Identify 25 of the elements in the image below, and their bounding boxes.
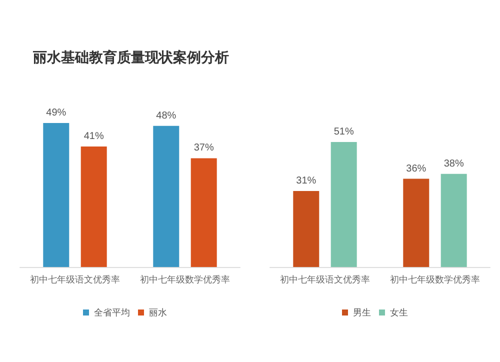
data-label: 41% bbox=[84, 130, 104, 142]
data-label: 31% bbox=[296, 176, 316, 187]
legend-label: 男生 bbox=[353, 308, 371, 318]
bar bbox=[190, 158, 217, 267]
bar bbox=[440, 174, 467, 267]
bar bbox=[330, 142, 357, 267]
bar bbox=[43, 122, 70, 267]
chart-title: 丽水基础教育质量现状案例分析 bbox=[32, 49, 229, 65]
x-tick-label: 初中七年级语文优秀率 bbox=[30, 274, 120, 284]
data-label: 36% bbox=[406, 163, 426, 174]
legend-label: 丽水 bbox=[149, 308, 167, 318]
data-label: 38% bbox=[444, 158, 464, 170]
bar bbox=[153, 126, 180, 267]
data-label: 49% bbox=[46, 107, 66, 118]
legend-label: 全省平均 bbox=[94, 308, 130, 318]
bar bbox=[403, 178, 430, 267]
x-tick-label: 初中七年级语文优秀率 bbox=[280, 274, 370, 284]
data-label: 48% bbox=[156, 110, 176, 122]
bar bbox=[80, 146, 107, 267]
legend-label: 女生 bbox=[390, 308, 408, 318]
bar bbox=[293, 191, 320, 267]
data-label: 51% bbox=[334, 126, 354, 138]
x-tick-label: 初中七年级数学优秀率 bbox=[390, 274, 480, 284]
x-tick-label: 初中七年级数学优秀率 bbox=[140, 274, 230, 284]
data-label: 37% bbox=[194, 142, 214, 154]
